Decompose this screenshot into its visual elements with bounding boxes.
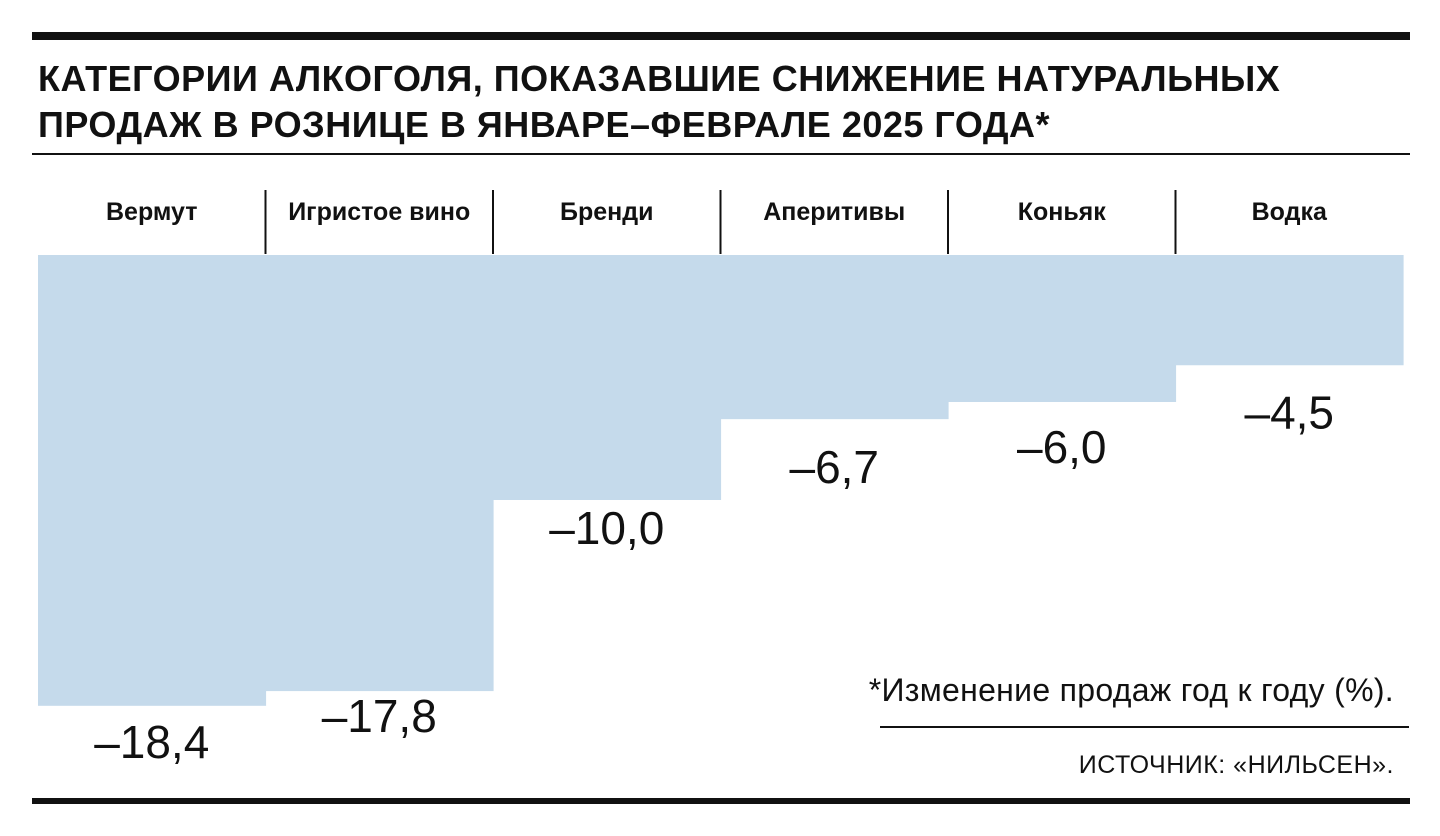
value-label: –18,4 [94,716,209,768]
value-label: –4,5 [1244,386,1334,438]
bottom-rule [32,798,1410,804]
bar-1 [38,255,267,706]
value-label: –6,7 [789,441,879,493]
bar-5 [948,255,1177,402]
top-rule [32,32,1410,40]
value-label: –10,0 [549,502,664,554]
value-label: –6,0 [1017,421,1107,473]
category-label: Вермут [106,198,198,226]
bar-4 [720,255,949,420]
value-label: –17,8 [322,690,437,742]
category-label: Игристое вино [288,198,470,226]
category-label: Водка [1252,198,1328,226]
source-credit: ИСТОЧНИК: «НИЛЬСЕН». [1078,751,1394,779]
bar-3 [493,255,722,500]
bar-2 [265,255,494,692]
category-label: Бренди [560,198,653,226]
footnote: *Изменение продаж год к году (%). [868,672,1394,708]
chart-title: КАТЕГОРИИ АЛКОГОЛЯ, ПОКАЗАВШИЕ СНИЖЕНИЕ … [38,56,1378,148]
title-line-2: ПРОДАЖ В РОЗНИЦЕ В ЯНВАРЕ–ФЕВРАЛЕ 2025 Г… [38,104,1051,145]
category-label: Аперитивы [763,198,905,226]
title-line-1: КАТЕГОРИИ АЛКОГОЛЯ, ПОКАЗАВШИЕ СНИЖЕНИЕ … [38,58,1281,99]
footnote-rule [880,726,1409,728]
category-label: Коньяк [1018,198,1107,226]
header-rule [32,153,1410,155]
bar-6 [1175,255,1404,366]
